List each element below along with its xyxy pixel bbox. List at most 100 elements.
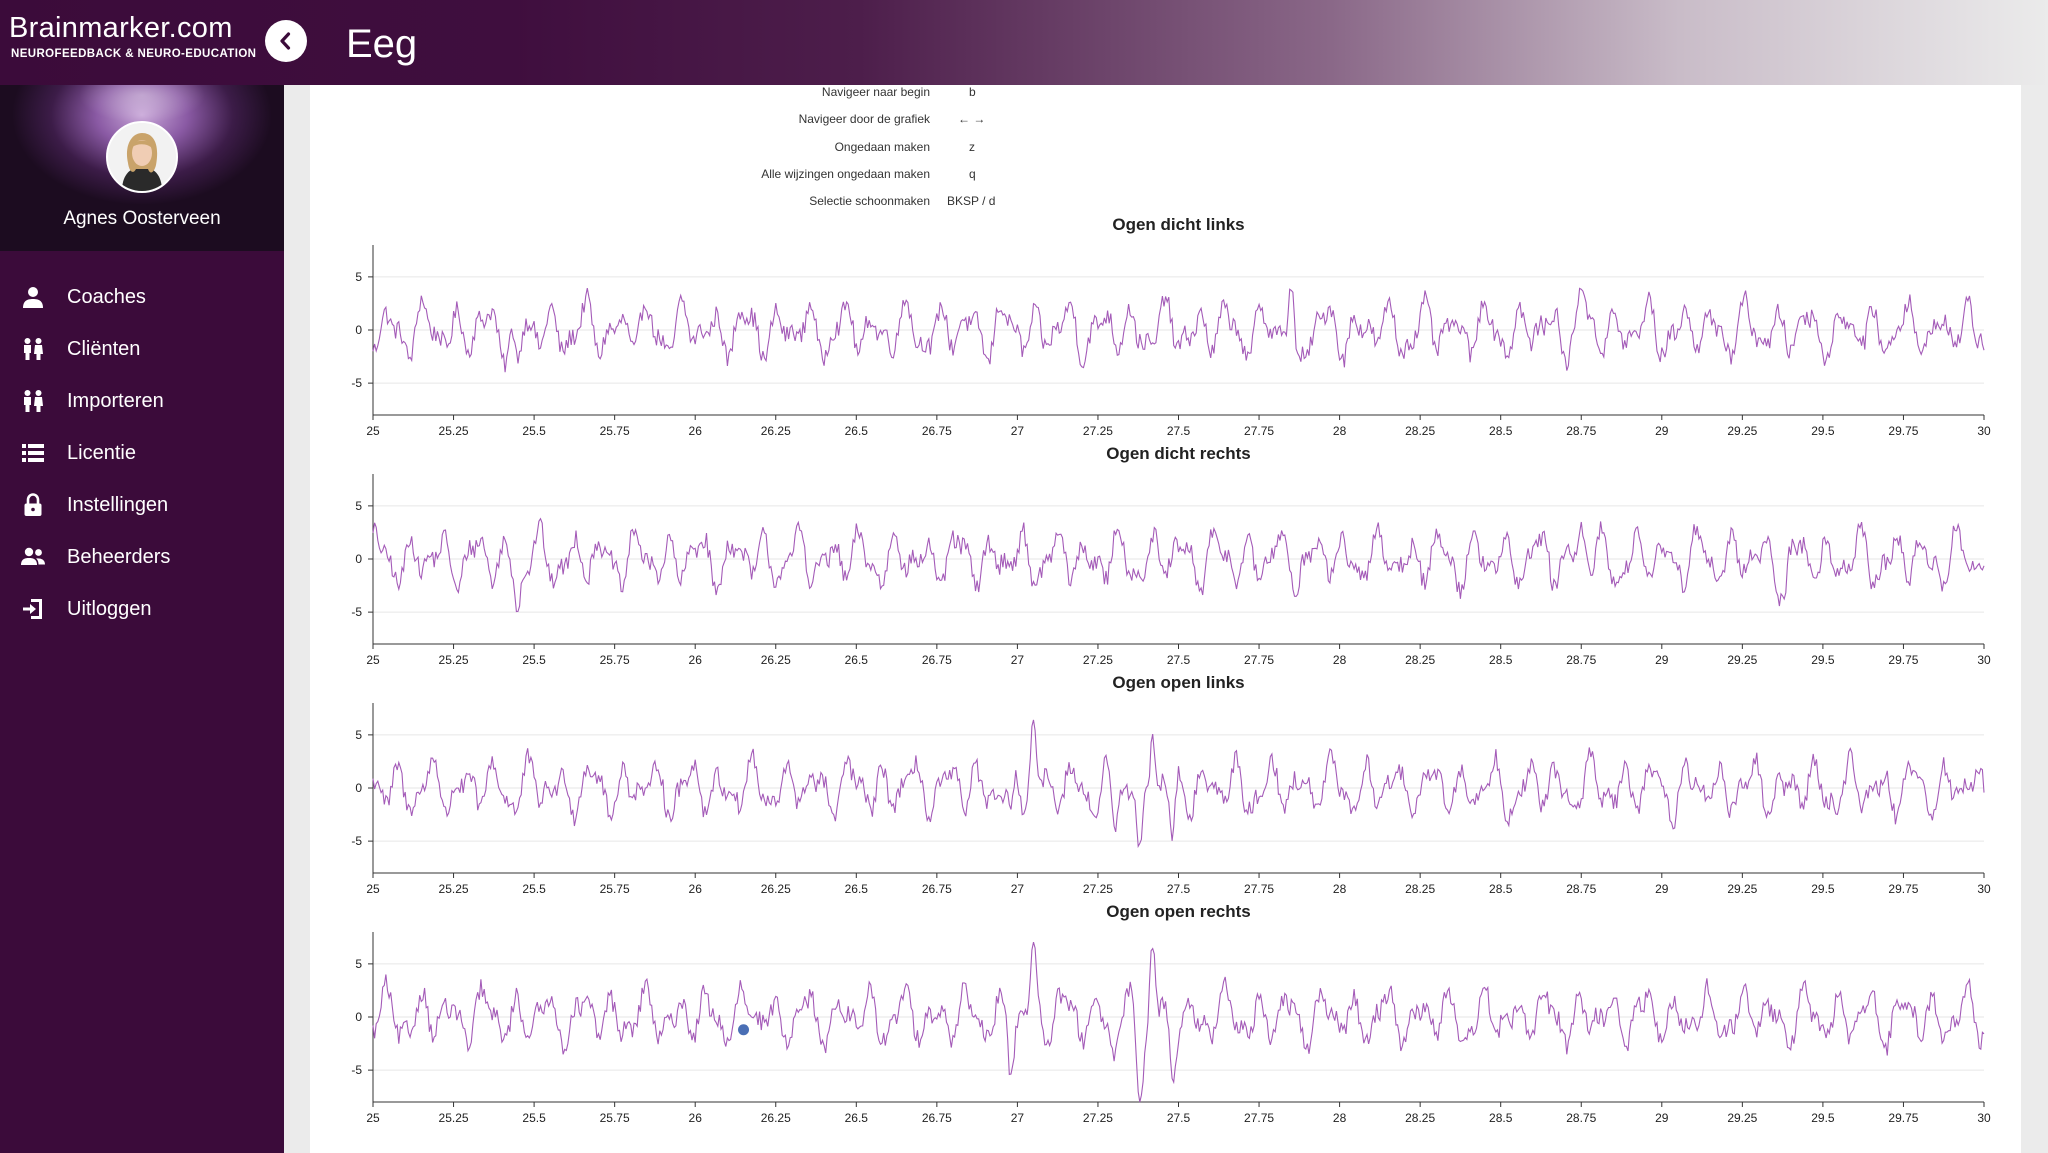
x-tick-label: 25.25 (439, 653, 469, 667)
sidebar-item-clienten[interactable]: Cliënten (0, 323, 284, 375)
x-tick-label: 29.75 (1888, 1111, 1918, 1125)
x-tick-label: 27 (1011, 1111, 1025, 1125)
x-tick-label: 25 (366, 1111, 380, 1125)
x-tick-label: 28.5 (1489, 882, 1513, 896)
x-tick-label: 28 (1333, 653, 1347, 667)
x-tick-label: 30 (1977, 653, 1991, 667)
sidebar-item-importeren[interactable]: Importeren (0, 375, 284, 427)
x-tick-label: 26.5 (845, 882, 869, 896)
shortcut-label: Ongedaan maken (834, 140, 930, 154)
x-tick-label: 28.75 (1566, 1111, 1596, 1125)
x-tick-label: 27.5 (1167, 424, 1191, 438)
x-tick-label: 25 (366, 653, 380, 667)
sidebar-item-label: Uitloggen (67, 597, 152, 620)
x-tick-label: 27.5 (1167, 882, 1191, 896)
keyboard-shortcuts: Navigeer naar begin b Navigeer door de g… (310, 85, 2021, 215)
eeg-signal-line (372, 719, 1985, 849)
x-tick-label: 29 (1655, 882, 1669, 896)
x-tick-label: 26 (689, 1111, 703, 1125)
sidebar-item-label: Beheerders (67, 545, 171, 568)
x-tick-label: 30 (1977, 882, 1991, 896)
list-icon (20, 440, 46, 466)
x-tick-label: 29 (1655, 1111, 1669, 1125)
eeg-chart-1: Ogen dicht links 5 0 -5 25 25.25 25.5 25.75 26 26… (351, 215, 1991, 438)
eeg-chart-3: Ogen open links 5 0 -5 25 25.25 25.5 25.75 26 26.… (351, 673, 1991, 896)
x-tick-label: 28.25 (1405, 1111, 1435, 1125)
x-tick-label: 27.5 (1167, 1111, 1191, 1125)
x-tick-label: 26.75 (922, 882, 952, 896)
eeg-charts[interactable]: Ogen dicht links 5 0 -5 25 25.25 25.5 25.75 26 26… (310, 85, 2021, 1153)
x-tick-label: 29.5 (1811, 882, 1835, 896)
chart-title: Ogen open links (1112, 673, 1244, 692)
shortcut-label: Navigeer naar begin (821, 85, 930, 99)
x-tick-label: 29.25 (1727, 653, 1757, 667)
y-tick-label: -5 (351, 1063, 362, 1077)
sidebar-item-licentie[interactable]: Licentie (0, 427, 284, 479)
x-tick-label: 30 (1977, 1111, 1991, 1125)
x-tick-label: 28.75 (1566, 424, 1596, 438)
chart-title: Ogen dicht rechts (1106, 444, 1251, 463)
x-tick-label: 26.5 (845, 653, 869, 667)
x-tick-label: 28.25 (1405, 424, 1435, 438)
main-content: Navigeer naar begin b Navigeer door de g… (310, 85, 2021, 1153)
x-tick-label: 27.75 (1244, 882, 1274, 896)
chart-title: Ogen dicht links (1112, 215, 1244, 234)
x-tick-label: 28.75 (1566, 882, 1596, 896)
shortcut-key: b (969, 85, 976, 99)
x-tick-label: 28.25 (1405, 653, 1435, 667)
sidebar: Agnes Oosterveen Coaches Cliënten Import… (0, 85, 284, 1153)
eeg-chart-2: Ogen dicht rechts 5 0 -5 25 25.25 25.5 25.75 26 2… (351, 444, 1991, 667)
x-tick-label: 26.5 (845, 424, 869, 438)
x-tick-label: 30 (1977, 424, 1991, 438)
x-tick-label: 25.25 (439, 882, 469, 896)
x-tick-label: 29.75 (1888, 882, 1918, 896)
brand-name: Brainmarker.com (9, 12, 233, 44)
sidebar-item-instellingen[interactable]: Instellingen (0, 479, 284, 531)
x-tick-label: 26.5 (845, 1111, 869, 1125)
person-icon (20, 284, 46, 310)
x-tick-label: 25.25 (439, 424, 469, 438)
x-tick-label: 27.75 (1244, 653, 1274, 667)
x-tick-label: 29.75 (1888, 653, 1918, 667)
x-tick-label: 26.25 (761, 653, 791, 667)
eeg-signal-line (372, 517, 1985, 613)
x-tick-label: 28.5 (1489, 653, 1513, 667)
sidebar-item-label: Coaches (67, 285, 146, 308)
x-tick-label: 27.25 (1083, 653, 1113, 667)
sidebar-item-uitloggen[interactable]: Uitloggen (0, 583, 284, 635)
eeg-signal-line (372, 287, 1985, 373)
eeg-chart-4: Ogen open rechts 5 0 -5 25 25.25 25.5 25.75 26 26… (351, 902, 1991, 1125)
x-tick-label: 27.25 (1083, 882, 1113, 896)
selection-marker (738, 1024, 750, 1036)
x-tick-label: 28 (1333, 882, 1347, 896)
people-icon (20, 336, 46, 362)
avatar[interactable] (106, 121, 178, 193)
x-tick-label: 28.5 (1489, 1111, 1513, 1125)
x-tick-label: 28 (1333, 1111, 1347, 1125)
x-tick-label: 26.25 (761, 882, 791, 896)
y-tick-label: -5 (351, 605, 362, 619)
sidebar-item-label: Instellingen (67, 493, 169, 516)
sidebar-item-label: Importeren (67, 389, 164, 412)
x-tick-label: 25.5 (522, 882, 546, 896)
x-tick-label: 27.5 (1167, 653, 1191, 667)
x-tick-label: 28 (1333, 424, 1347, 438)
x-tick-label: 25.75 (600, 882, 630, 896)
sidebar-item-beheerders[interactable]: Beheerders (0, 531, 284, 583)
back-button[interactable] (265, 20, 307, 62)
sidebar-item-coaches[interactable]: Coaches (0, 271, 284, 323)
y-tick-label: -5 (351, 834, 362, 848)
chart-title: Ogen open rechts (1106, 902, 1251, 921)
x-tick-label: 26.75 (922, 653, 952, 667)
x-tick-label: 28.75 (1566, 653, 1596, 667)
x-tick-label: 29 (1655, 424, 1669, 438)
x-tick-label: 25.25 (439, 1111, 469, 1125)
x-tick-label: 27 (1011, 424, 1025, 438)
x-tick-label: 29.5 (1811, 653, 1835, 667)
x-tick-label: 28.5 (1489, 424, 1513, 438)
x-tick-label: 26.75 (922, 424, 952, 438)
x-tick-label: 25.75 (600, 424, 630, 438)
x-tick-label: 26.25 (761, 424, 791, 438)
sidebar-item-label: Cliënten (67, 337, 141, 360)
x-tick-label: 26.25 (761, 1111, 791, 1125)
